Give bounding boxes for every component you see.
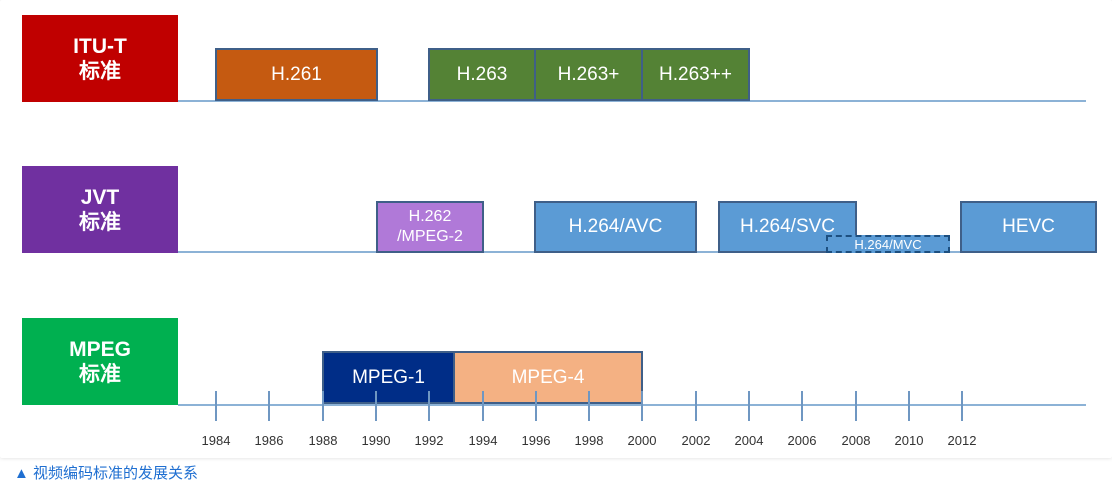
- jvt-name: JVT: [80, 185, 120, 209]
- jvt-label: JVT 标准: [22, 166, 178, 253]
- year-label-2000: 2000: [627, 433, 657, 448]
- year-label-2004: 2004: [734, 433, 764, 448]
- mpeg4-box: MPEG-4: [453, 351, 643, 404]
- axis-tick-2004: [748, 391, 750, 421]
- h264-avc-box: H.264/AVC: [534, 201, 697, 253]
- axis-tick-1988: [322, 391, 324, 421]
- mpeg2-label: /MPEG-2: [397, 228, 463, 245]
- h263-plusplus-box: H.263++: [641, 48, 750, 101]
- h264-mvc-box: H.264/MVC: [826, 235, 950, 253]
- mpeg-label: MPEG 标准: [22, 318, 178, 405]
- axis-tick-1990: [375, 391, 377, 421]
- year-label-1984: 1984: [201, 433, 231, 448]
- year-label-1998: 1998: [574, 433, 604, 448]
- mpeg-name: MPEG: [69, 337, 131, 361]
- h263-label: H.263: [456, 63, 508, 85]
- year-label-1996: 1996: [521, 433, 551, 448]
- year-label-1992: 1992: [414, 433, 444, 448]
- year-label-1994: 1994: [468, 433, 498, 448]
- year-label-2006: 2006: [787, 433, 817, 448]
- axis-tick-2010: [908, 391, 910, 421]
- h262-mpeg2-box: H.262 /MPEG-2: [376, 201, 484, 253]
- h264-avc-label: H.264/AVC: [568, 216, 663, 237]
- h263-plus-box: H.263+: [534, 48, 643, 101]
- h261-box: H.261: [215, 48, 378, 101]
- h261-label: H.261: [271, 63, 322, 85]
- axis-tick-1992: [428, 391, 430, 421]
- h263-box: H.263: [428, 48, 536, 101]
- axis-tick-2002: [695, 391, 697, 421]
- axis-tick-1996: [535, 391, 537, 421]
- mpeg1-box: MPEG-1: [322, 351, 455, 404]
- hevc-box: HEVC: [960, 201, 1097, 253]
- jvt-standard-text: 标准: [79, 210, 121, 234]
- h263-plusplus-label: H.263++: [659, 63, 732, 85]
- year-label-1986: 1986: [254, 433, 284, 448]
- h262-label: H.262: [408, 208, 452, 225]
- itu-t-standard-text: 标准: [79, 59, 121, 83]
- hevc-label: HEVC: [1002, 216, 1055, 237]
- axis-tick-1984: [215, 391, 217, 421]
- axis-tick-1998: [588, 391, 590, 421]
- mpeg-standard-text: 标准: [79, 362, 121, 386]
- time-axis: [178, 404, 1086, 406]
- year-label-2002: 2002: [681, 433, 711, 448]
- axis-tick-1994: [482, 391, 484, 421]
- timeline-diagram: ITU-T 标准 H.261 H.263 H.263+ H.263++ JVT …: [22, 15, 1097, 448]
- h263-plus-label: H.263+: [557, 63, 620, 85]
- itu-t-label: ITU-T 标准: [22, 15, 178, 102]
- itu-t-name: ITU-T: [73, 34, 127, 58]
- itu-t-track: [178, 100, 1086, 102]
- axis-tick-2008: [855, 391, 857, 421]
- year-label-2008: 2008: [841, 433, 871, 448]
- mpeg4-label: MPEG-4: [511, 366, 585, 388]
- h264-mvc-label: H.264/MVC: [854, 236, 922, 252]
- axis-tick-1986: [268, 391, 270, 421]
- year-label-1988: 1988: [308, 433, 338, 448]
- axis-tick-2012: [961, 391, 963, 421]
- figure-caption: ▲ 视频编码标准的发展关系: [14, 465, 199, 482]
- mpeg1-label: MPEG-1: [352, 366, 425, 388]
- h264-svc-label: H.264/SVC: [739, 216, 836, 237]
- axis-tick-2000: [641, 391, 643, 421]
- year-label-1990: 1990: [361, 433, 391, 448]
- h264-svc-box: H.264/SVC: [718, 201, 857, 253]
- year-label-2010: 2010: [894, 433, 924, 448]
- axis-tick-2006: [801, 391, 803, 421]
- year-label-2012: 2012: [947, 433, 977, 448]
